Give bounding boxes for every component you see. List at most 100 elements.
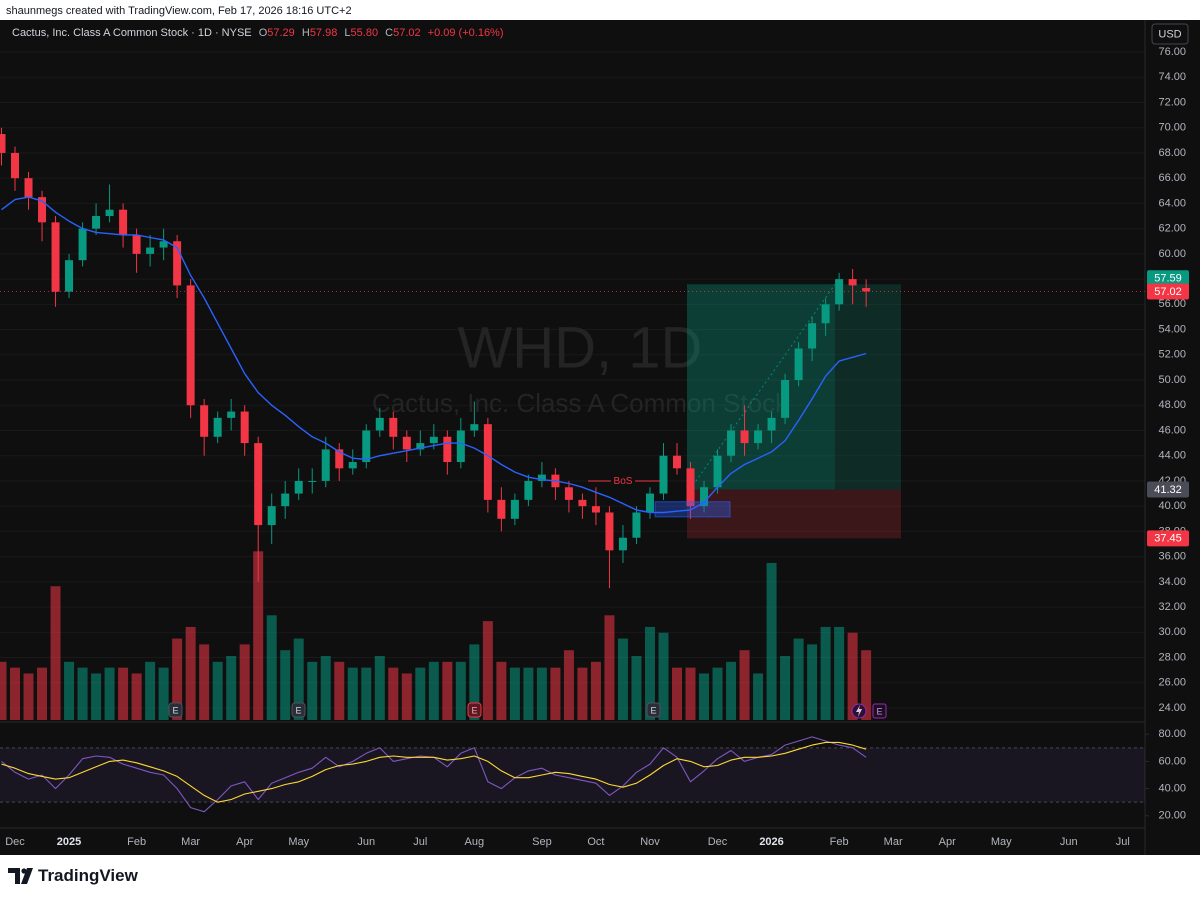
volume-bar xyxy=(185,626,196,720)
volume-bar xyxy=(388,667,399,720)
legend-change: +0.09 (+0.16%) xyxy=(427,27,504,39)
volume-bar xyxy=(699,673,710,720)
lightning-icon xyxy=(856,705,862,717)
rsi-tick-label: 40.00 xyxy=(1158,782,1186,794)
profit-zone xyxy=(687,284,835,490)
candle-body xyxy=(578,499,587,507)
candle-body xyxy=(483,424,492,500)
candle-body xyxy=(862,288,871,292)
candle-body xyxy=(537,474,546,481)
candle-body xyxy=(200,405,209,437)
candle-body xyxy=(227,411,236,418)
volume-bar xyxy=(428,661,439,720)
volume-bar xyxy=(766,562,777,720)
rsi-layer xyxy=(0,736,1145,813)
legend-value: 55.80 xyxy=(350,27,379,39)
candle-body xyxy=(159,241,168,248)
candle-body xyxy=(524,480,533,500)
earnings-badge[interactable]: E xyxy=(467,702,482,718)
earnings-text: E xyxy=(876,706,882,716)
volume-bar xyxy=(442,661,453,720)
logo: TradingView xyxy=(8,866,139,885)
x-tick-label: Dec xyxy=(708,836,728,848)
candle-body xyxy=(794,348,803,381)
currency-text: USD xyxy=(1158,28,1181,40)
volume-bar xyxy=(861,650,872,720)
y-tick-label: 26.00 xyxy=(1158,677,1186,689)
price-badge-label: 37.45 xyxy=(1154,533,1182,545)
candle-body xyxy=(659,455,668,494)
x-tick-label: May xyxy=(288,836,309,848)
candle-body xyxy=(727,430,736,456)
x-tick-label: Mar xyxy=(884,836,903,848)
volume-bar xyxy=(172,638,183,720)
candle-body xyxy=(92,216,101,229)
volume-bar xyxy=(563,650,574,720)
volume-bar xyxy=(145,661,156,720)
legend-key: O xyxy=(258,27,268,39)
price-badge xyxy=(1147,530,1189,547)
volume-bar xyxy=(753,673,764,720)
volume-bar xyxy=(307,661,318,720)
volume-bar xyxy=(631,656,642,720)
candle-body xyxy=(375,417,384,431)
candle-body xyxy=(38,197,47,223)
candle-body xyxy=(348,462,357,469)
volume-bar xyxy=(617,638,628,720)
y-tick-label: 40.00 xyxy=(1158,500,1186,512)
chart-background xyxy=(0,20,1200,855)
candle-body xyxy=(267,506,276,526)
price-badge-label: 41.32 xyxy=(1154,484,1182,496)
candle-body xyxy=(821,304,830,324)
candle-body xyxy=(700,487,709,507)
candle-body xyxy=(510,499,519,519)
candle-body xyxy=(835,279,844,305)
legend-value: 57.29 xyxy=(267,27,295,39)
candle-body xyxy=(767,417,776,431)
annotation-layer: BoS xyxy=(0,196,1145,518)
volume-bar xyxy=(496,661,507,720)
x-tick-label: Apr xyxy=(236,836,253,848)
volume-bar xyxy=(820,626,831,720)
volume-bar xyxy=(672,667,682,720)
y-tick-label: 72.00 xyxy=(1158,96,1186,108)
volume-bar xyxy=(361,667,372,720)
order-block xyxy=(654,501,731,518)
price-badge-label: 57.02 xyxy=(1154,286,1182,298)
y-tick-label: 60.00 xyxy=(1158,248,1186,260)
volume-layer xyxy=(0,551,872,720)
x-tick-label: Apr xyxy=(939,836,956,848)
rsi-tick-label: 80.00 xyxy=(1158,728,1186,740)
volume-bar xyxy=(577,667,588,720)
dividend-badge[interactable] xyxy=(851,703,867,719)
volume-bar xyxy=(415,667,426,720)
volume-bar xyxy=(834,626,845,720)
volume-bar xyxy=(793,638,804,720)
volume-bar xyxy=(131,673,142,720)
earnings-badge[interactable]: E xyxy=(872,703,887,719)
candle-body xyxy=(78,228,87,261)
candle-body xyxy=(848,279,857,286)
rsi-tick-label: 20.00 xyxy=(1158,810,1186,822)
earnings-badge-bg xyxy=(646,702,661,718)
volume-bar xyxy=(334,661,345,720)
volume-bar xyxy=(320,656,331,720)
y-tick-label: 48.00 xyxy=(1158,399,1186,411)
candle-body xyxy=(11,152,20,179)
volume-bar xyxy=(455,661,466,720)
x-tick-label: Feb xyxy=(830,836,849,848)
earnings-badge[interactable]: E xyxy=(168,702,183,718)
candle-body xyxy=(281,493,290,507)
earnings-badge[interactable]: E xyxy=(291,702,306,718)
candle-body xyxy=(470,424,479,431)
y-tick-label: 70.00 xyxy=(1158,122,1186,134)
y-tick-label: 52.00 xyxy=(1158,349,1186,361)
currency-button-bg xyxy=(1151,23,1189,45)
volume-bar xyxy=(347,667,358,720)
earnings-badge-bg xyxy=(467,702,482,718)
volume-bar xyxy=(266,615,277,720)
volume-bar xyxy=(550,667,561,720)
earnings-badge[interactable]: E xyxy=(646,702,661,718)
currency-button[interactable]: USD xyxy=(1151,23,1189,45)
